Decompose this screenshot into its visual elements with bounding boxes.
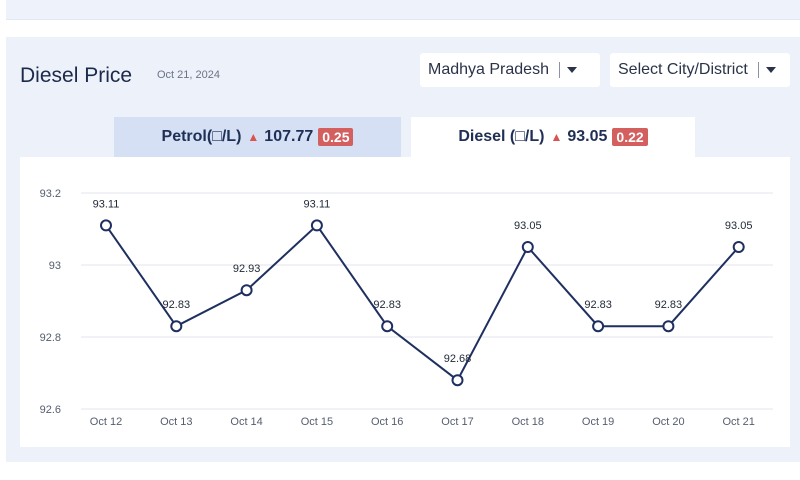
- price-widget: Diesel Price Oct 21, 2024 Madhya Pradesh…: [6, 37, 800, 462]
- tab-diesel[interactable]: Diesel (□/L) ▲ 93.05 0.22: [411, 117, 695, 157]
- tab-petrol-label: Petrol(□/L): [161, 128, 242, 145]
- data-label: 92.83: [584, 299, 612, 311]
- x-tick-label: Oct 12: [90, 416, 122, 428]
- data-label: 93.11: [304, 198, 331, 210]
- x-tick-label: Oct 18: [512, 416, 544, 428]
- tab-diesel-label: Diesel (□/L): [458, 128, 545, 145]
- data-point: [170, 320, 183, 333]
- x-tick-label: Oct 14: [230, 416, 262, 428]
- data-point: [100, 219, 112, 232]
- x-tick-label: Oct 16: [371, 416, 403, 428]
- x-tick-label: Oct 19: [582, 416, 614, 428]
- chevron-down-icon: [566, 67, 577, 73]
- triangle-up-icon: ▲: [550, 130, 563, 144]
- y-tick-label: 92.6: [40, 404, 61, 416]
- page-title: Diesel Price: [20, 64, 133, 87]
- data-point: [732, 241, 745, 253]
- data-point: [310, 219, 323, 232]
- line-chart: 92.6 92.8 93 93.2 Oct 12 Oct 13 Oct 14 Oct 15 Oc…: [40, 188, 773, 428]
- tab-petrol[interactable]: Petrol(□/L) ▲ 107.77 0.25: [114, 117, 401, 157]
- x-tick-label: Oct 15: [301, 416, 333, 428]
- series-line: [105, 223, 740, 382]
- data-label: 93.11: [93, 198, 120, 210]
- data-point: [662, 320, 675, 333]
- change-badge: 0.25: [318, 128, 354, 146]
- data-point: [240, 284, 253, 297]
- data-label: 93.05: [725, 220, 753, 232]
- data-point: [521, 241, 534, 253]
- data-label: 92.93: [233, 263, 261, 275]
- x-tick-label: Oct 13: [160, 416, 192, 428]
- y-tick-label: 93.2: [40, 188, 61, 200]
- chart-area: 92.6 92.8 93 93.2 Oct 12 Oct 13 Oct 14 Oct 15 Oc…: [20, 157, 790, 447]
- data-point: [451, 374, 464, 387]
- y-tick-label: 93: [49, 260, 61, 272]
- data-label: 92.83: [373, 299, 401, 311]
- dropdown-separator: [558, 62, 560, 78]
- tab-diesel-price: 93.05: [567, 128, 608, 145]
- city-select-value: Select City/District: [618, 61, 748, 78]
- price-date: Oct 21, 2024: [157, 69, 220, 81]
- y-tick-label: 92.8: [40, 332, 61, 344]
- city-select[interactable]: Select City/District: [610, 53, 790, 87]
- state-select-value: Madhya Pradesh: [428, 61, 549, 78]
- chevron-down-icon: [765, 67, 776, 73]
- data-point: [592, 320, 605, 333]
- top-strip: [6, 0, 800, 20]
- x-tick-label: Oct 20: [652, 416, 684, 428]
- data-label: 92.83: [655, 299, 683, 311]
- data-label: 92.83: [163, 299, 191, 311]
- x-tick-label: Oct 21: [722, 416, 754, 428]
- triangle-up-icon: ▲: [247, 130, 260, 144]
- data-label: 93.05: [514, 220, 542, 232]
- data-label: 92.68: [444, 353, 472, 365]
- x-tick-label: Oct 17: [441, 416, 473, 428]
- data-point: [381, 320, 394, 333]
- change-badge: 0.22: [612, 128, 648, 146]
- dropdown-separator: [757, 62, 759, 78]
- state-select[interactable]: Madhya Pradesh: [420, 53, 600, 87]
- tab-petrol-price: 107.77: [264, 128, 314, 145]
